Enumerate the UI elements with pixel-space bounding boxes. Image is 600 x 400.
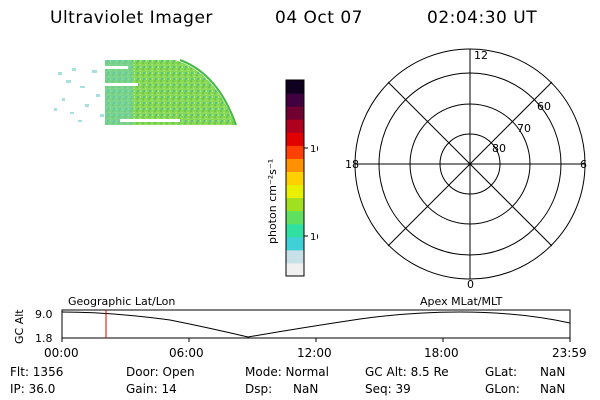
- lat-label-80: 80: [492, 142, 506, 155]
- glon-label: GLon:: [485, 382, 520, 396]
- colorbar-swatch: [286, 197, 304, 212]
- altitude-curve: [61, 311, 571, 338]
- glat-label: GLat:: [485, 365, 518, 379]
- colorbar-swatch: [286, 158, 304, 172]
- time-tick-1200: 12:00: [297, 346, 332, 360]
- colorbar-swatch: [286, 262, 304, 277]
- mlt-label-12: 12: [474, 49, 488, 62]
- colorbar-swatch: [286, 171, 304, 186]
- sequence-number: Seq: 39: [365, 382, 411, 396]
- glat-value: NaN: [540, 365, 566, 379]
- ip-value: IP: 36.0: [10, 382, 56, 396]
- dsp-value: NaN: [293, 382, 319, 396]
- mlt-label-18: 18: [345, 158, 359, 171]
- mlt-label-0: 0: [467, 278, 474, 291]
- dsp-label: Dsp:: [245, 382, 273, 396]
- lat-label-70: 70: [517, 122, 531, 135]
- uv-image: [54, 59, 237, 126]
- geographic-title: Geographic Lat/Lon: [68, 295, 175, 308]
- colorbar-label: photon cm⁻²s⁻¹: [266, 159, 279, 244]
- colorbar: 100 10 photon cm⁻²s⁻¹: [266, 79, 318, 277]
- altitude-axis-label: GC Alt: [13, 309, 26, 344]
- mode-value: Mode: Normal: [245, 365, 329, 379]
- colorbar-swatch: [286, 106, 304, 120]
- apex-title: Apex MLat/MLT: [420, 295, 503, 308]
- glon-value: NaN: [540, 382, 566, 396]
- flight-number: Flt: 1356: [10, 365, 64, 379]
- colorbar-swatch: [286, 132, 304, 146]
- colorbar-swatch: [286, 223, 304, 238]
- altitude-tick-1_8: 1.8: [35, 332, 53, 345]
- time-tick-0000: 00:00: [44, 346, 79, 360]
- time-tick-2359: 23:59: [552, 346, 587, 360]
- door-status: Door: Open: [126, 365, 195, 379]
- instrument-title: Ultraviolet Imager: [50, 8, 213, 28]
- polar-plot: 12 18 6 0 60 70 80: [345, 48, 587, 291]
- time-tick-0600: 06:00: [169, 346, 204, 360]
- colorbar-swatch: [286, 80, 304, 94]
- colorbar-swatch: [286, 236, 304, 251]
- mlt-label-6: 6: [580, 158, 587, 171]
- colorbar-tick-100: 100: [310, 144, 318, 155]
- gc-altitude: GC Alt: 8.5 Re: [365, 365, 449, 379]
- time-label: 02:04:30 UT: [427, 8, 538, 28]
- colorbar-swatch: [286, 210, 304, 225]
- colorbar-swatch: [286, 184, 304, 199]
- colorbar-swatch: [286, 119, 304, 133]
- colorbar-swatch: [286, 93, 304, 107]
- lat-label-60: 60: [537, 100, 551, 113]
- colorbar-swatch: [286, 249, 304, 264]
- colorbar-swatch: [286, 145, 304, 159]
- date-label: 04 Oct 07: [275, 8, 363, 28]
- time-tick-1800: 18:00: [424, 346, 459, 360]
- altitude-tick-9: 9.0: [35, 308, 53, 321]
- altitude-track-panel: Geographic Lat/Lon Apex MLat/MLT GC Alt …: [13, 295, 587, 360]
- gain-value: Gain: 14: [126, 382, 177, 396]
- colorbar-tick-10: 10: [310, 232, 318, 243]
